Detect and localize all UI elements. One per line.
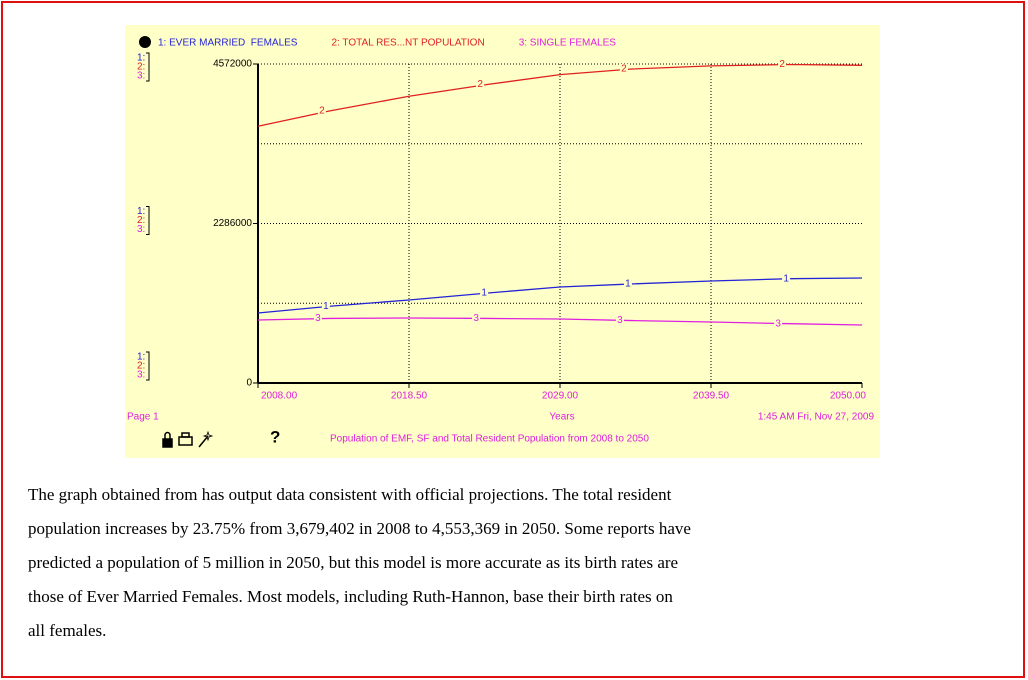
paragraph-line: population increases by 23.75% from 3,67… <box>28 519 691 538</box>
line-marker-bg <box>317 105 326 116</box>
line-marker: 2 <box>319 106 325 117</box>
axis-marker: 2: <box>137 62 145 73</box>
axis-marker: 2: <box>137 361 145 372</box>
axis-marker: 3: <box>137 370 145 381</box>
series-line <box>257 277 863 314</box>
line-marker-bg <box>321 301 330 312</box>
paragraph-line: those of Ever Married Females. Most mode… <box>28 587 673 606</box>
line-marker-bg <box>615 315 624 326</box>
y-tick-label: 4572000 <box>213 59 252 70</box>
axis-bracket <box>146 351 150 381</box>
x-tick-label: 2008.00 <box>261 391 298 402</box>
line-marker-bg <box>313 313 322 324</box>
legend-entry: 3: SINGLE FEMALES <box>519 38 617 49</box>
y-tick-label: 2286000 <box>213 218 252 229</box>
axis-marker: 3: <box>137 71 145 82</box>
line-marker: 3 <box>775 318 781 329</box>
paragraph-line: The graph obtained from has output data … <box>28 485 672 504</box>
line-marker: 3 <box>617 315 623 326</box>
line-marker: 2 <box>477 79 483 90</box>
paragraph-line: predicted a population of 5 million in 2… <box>28 553 679 572</box>
line-marker: 3 <box>473 313 479 324</box>
legend-entry: 2: TOTAL RES...NT POPULATION <box>331 38 484 49</box>
paragraph-line: all females. <box>28 621 107 640</box>
x-axis-label: Years <box>549 412 574 423</box>
line-marker-bg <box>623 278 632 289</box>
axis-marker: 1: <box>137 206 145 217</box>
line-marker: 1 <box>783 273 789 284</box>
line-marker: 1 <box>323 301 329 312</box>
chart-panel <box>125 25 880 458</box>
paragraph: The graph obtained from has output data … <box>28 478 1008 648</box>
line-marker-bg <box>480 287 489 298</box>
line-marker-bg <box>782 273 791 284</box>
series-line <box>257 63 863 127</box>
y-tick-label: 0 <box>246 378 252 389</box>
line-marker: 2 <box>779 59 785 70</box>
x-tick-label: 2029.00 <box>542 391 579 402</box>
page-label: Page 1 <box>127 412 159 423</box>
line-marker-bg <box>778 59 787 70</box>
x-tick-label: 2018.50 <box>391 391 428 402</box>
x-tick-label: 2050.00 <box>830 391 867 402</box>
axis-marker: 2: <box>137 215 145 226</box>
timestamp: 1:45 AM Fri, Nov 27, 2009 <box>758 412 875 423</box>
legend-entry: 1: EVER MARRIED FEMALES <box>158 38 298 49</box>
axis-marker: 1: <box>137 53 145 64</box>
line-marker: 3 <box>315 313 321 324</box>
line-marker: 1 <box>625 279 631 290</box>
series-line <box>257 317 863 326</box>
axis-marker: 1: <box>137 352 145 363</box>
globe-icon <box>139 36 151 48</box>
line-marker-bg <box>476 79 485 90</box>
line-marker-bg <box>774 318 783 329</box>
line-marker: 1 <box>481 288 487 299</box>
toolbar-icons <box>162 430 214 448</box>
line-marker-bg <box>619 64 628 75</box>
axis-bracket <box>146 52 150 82</box>
help-icon[interactable]: ? <box>270 427 280 446</box>
axis-bracket <box>146 206 150 235</box>
axis-marker: 3: <box>137 224 145 235</box>
x-tick-label: 2039.50 <box>693 391 730 402</box>
chart-caption: Population of EMF, SF and Total Resident… <box>330 434 649 445</box>
line-marker-bg <box>472 313 481 324</box>
line-marker: 2 <box>621 64 627 75</box>
